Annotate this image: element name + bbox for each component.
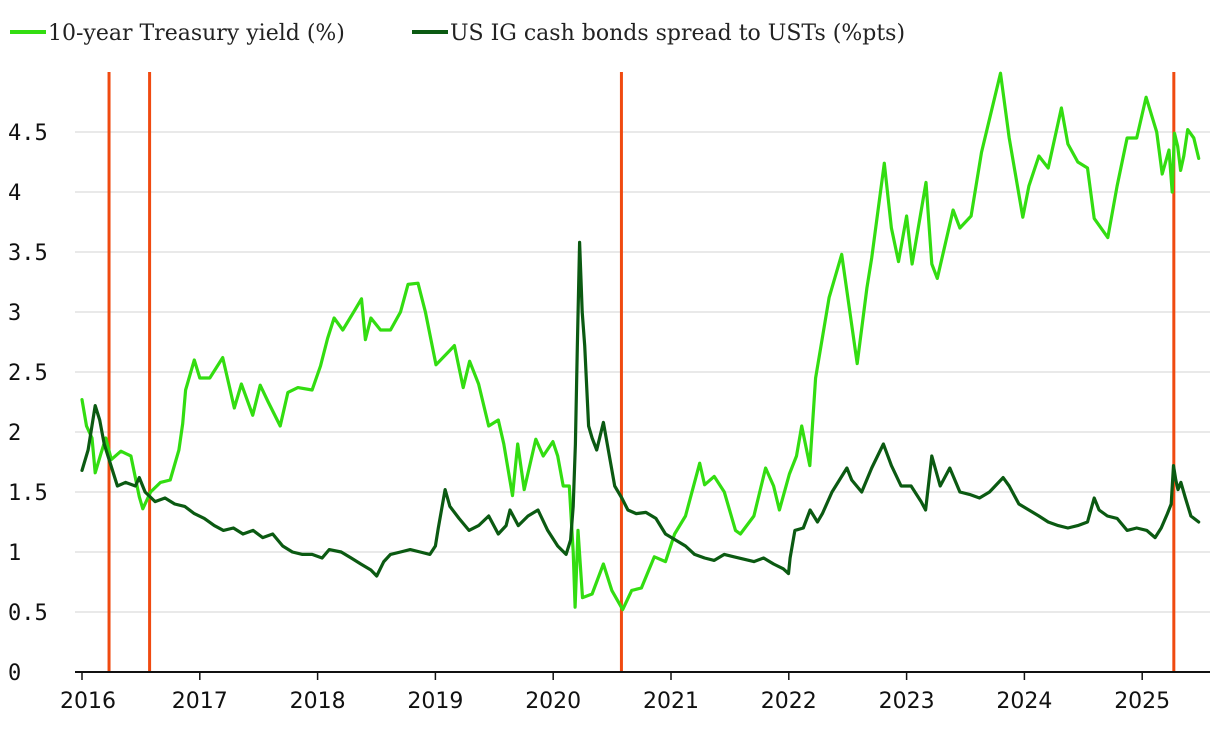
y-tick-label: 2.5 <box>8 361 48 386</box>
x-tick-label: 2023 <box>879 689 935 714</box>
y-tick-label: 2 <box>8 421 21 446</box>
y-tick-label: 1.5 <box>8 481 48 506</box>
series-line-ig-spread <box>80 240 1201 578</box>
data-series <box>80 71 1201 612</box>
gridlines <box>75 131 1210 613</box>
y-tick-label: 3.5 <box>8 241 48 266</box>
y-tick-label: 3 <box>8 301 21 326</box>
x-tick-label: 2025 <box>1114 689 1170 714</box>
x-tick-label: 2016 <box>60 689 116 714</box>
y-tick-label: 4 <box>8 181 21 206</box>
series-line-treasury-yield <box>80 71 1201 612</box>
y-tick-label: 1 <box>8 541 21 566</box>
legend: 10-year Treasury yield (%) US IG cash bo… <box>10 21 905 46</box>
x-tick-label: 2020 <box>525 689 581 714</box>
x-tick-label: 2019 <box>407 689 463 714</box>
x-tick-label: 2021 <box>643 689 699 714</box>
axes: 0 0.5 1 1.5 2 2.5 3 3.5 4 4.5 2016 2017 2018 2019 2020… <box>8 121 1210 714</box>
y-tick-label: 0.5 <box>8 601 48 626</box>
x-tick-label: 2022 <box>761 689 817 714</box>
legend-label-yield: 10-year Treasury yield (%) <box>48 21 345 46</box>
x-tick-label: 2018 <box>290 689 346 714</box>
y-tick-label: 4.5 <box>8 121 48 146</box>
x-tick-label: 2017 <box>172 689 228 714</box>
legend-label-spread: US IG cash bonds spread to USTs (%pts) <box>450 21 905 46</box>
x-tick-label: 2024 <box>996 689 1052 714</box>
y-tick-label: 0 <box>8 661 21 686</box>
